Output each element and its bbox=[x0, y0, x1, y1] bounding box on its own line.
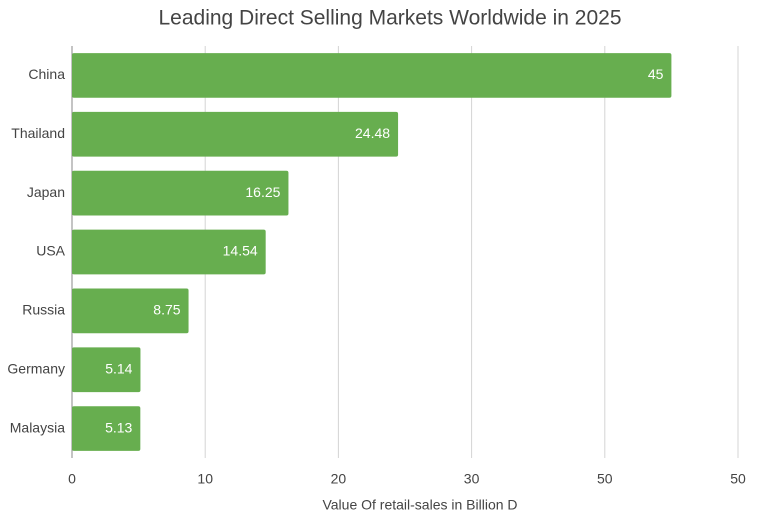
value-label: 14.54 bbox=[223, 243, 258, 259]
y-tick-label: Russia bbox=[22, 302, 65, 318]
x-axis-label: Value Of retail-sales in Billion D bbox=[322, 497, 517, 513]
value-label: 24.48 bbox=[355, 125, 390, 141]
bar bbox=[72, 170, 289, 216]
value-label: 8.75 bbox=[153, 302, 180, 318]
bar bbox=[72, 406, 141, 451]
y-tick-label: Japan bbox=[27, 184, 65, 200]
x-tick-label: 10 bbox=[197, 471, 213, 487]
value-label: 5.13 bbox=[105, 419, 132, 435]
bar bbox=[72, 229, 266, 275]
bar bbox=[72, 347, 141, 393]
value-label: 16.25 bbox=[245, 184, 280, 200]
bar bbox=[72, 288, 189, 334]
bar bbox=[72, 53, 672, 98]
x-tick-label: 50 bbox=[597, 471, 613, 487]
value-label: 45 bbox=[648, 66, 664, 82]
x-tick-label: 0 bbox=[68, 471, 76, 487]
x-tick-label: 20 bbox=[331, 471, 347, 487]
y-tick-label: China bbox=[28, 66, 65, 82]
y-tick-label: Thailand bbox=[11, 125, 65, 141]
y-tick-label: USA bbox=[36, 243, 65, 259]
x-tick-label: 30 bbox=[464, 471, 480, 487]
chart-title: Leading Direct Selling Markets Worldwide… bbox=[158, 7, 621, 30]
y-tick-label: Malaysia bbox=[10, 419, 65, 435]
y-tick-label: Germany bbox=[7, 360, 65, 376]
bar bbox=[72, 111, 399, 157]
value-label: 5.14 bbox=[105, 360, 132, 376]
x-tick-label: 50 bbox=[730, 471, 746, 487]
